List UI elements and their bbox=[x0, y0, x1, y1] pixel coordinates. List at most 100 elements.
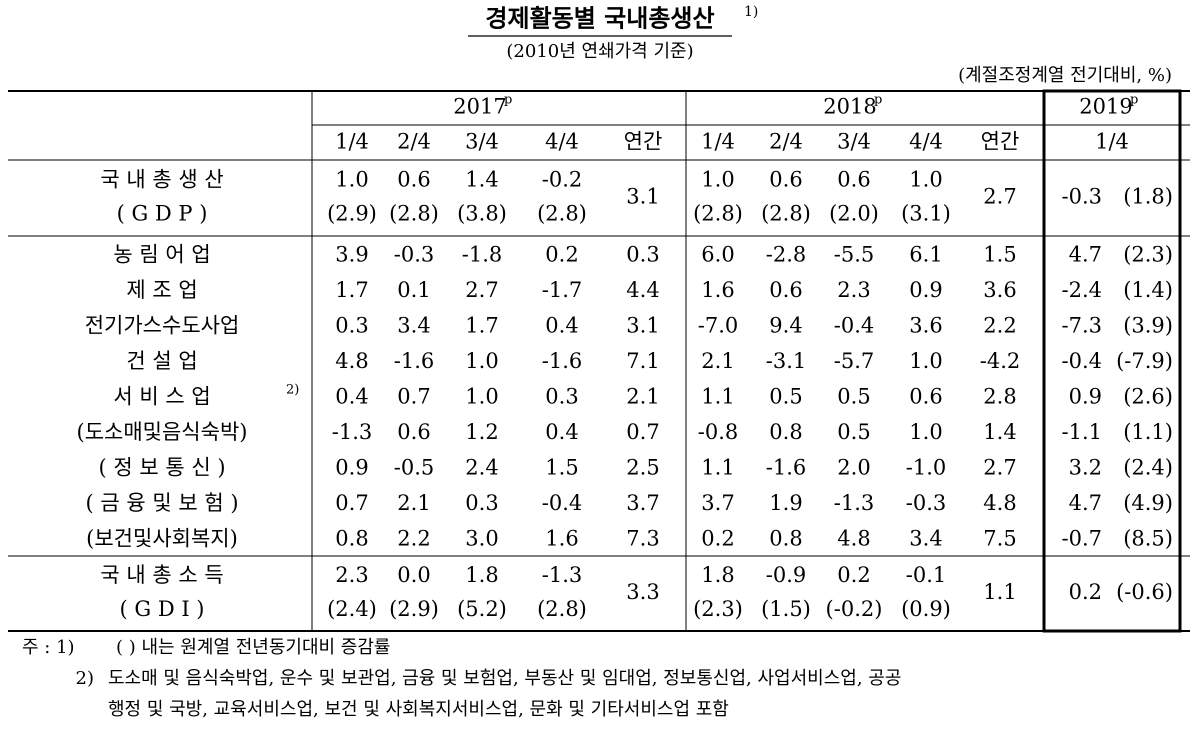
cell-yoy: (4.9) bbox=[1123, 491, 1173, 515]
cell-yoy: (2.8) bbox=[389, 202, 439, 226]
row-label: ( G D P ) bbox=[117, 202, 208, 226]
cell-value: -5.5 bbox=[834, 242, 875, 266]
title-note: 1) bbox=[744, 4, 758, 20]
cell-yoy: (1.8) bbox=[1123, 185, 1173, 209]
cell-value: 1.1 bbox=[701, 384, 734, 408]
row-label: (도소매및음식숙박) bbox=[77, 420, 248, 444]
row-label: 제 조 업 bbox=[126, 278, 197, 302]
cell-yoy: (2.4) bbox=[327, 597, 377, 621]
cell-value: -0.9 bbox=[766, 563, 807, 587]
cell-value: 6.0 bbox=[701, 242, 734, 266]
row-label: ( 정 보 통 신 ) bbox=[98, 455, 225, 479]
cell-value: 3.2 bbox=[1069, 455, 1102, 479]
cell-value: 0.7 bbox=[626, 420, 659, 444]
cell-value: 0.3 bbox=[335, 313, 368, 337]
cell-value: 2.3 bbox=[335, 563, 368, 587]
cell-value: -1.7 bbox=[542, 278, 583, 302]
cell-value: 1.0 bbox=[335, 168, 368, 192]
cell-value: 0.2 bbox=[545, 242, 578, 266]
cell-value: 4.8 bbox=[335, 349, 368, 373]
period-header: 1/4 bbox=[335, 130, 369, 154]
year-mark: p bbox=[504, 93, 512, 108]
cell-yoy: (-7.9) bbox=[1116, 349, 1173, 373]
cell-value: 2.1 bbox=[701, 349, 734, 373]
cell-value: 0.9 bbox=[909, 278, 942, 302]
period-header: 1/4 bbox=[701, 130, 735, 154]
cell-value: -0.3 bbox=[906, 491, 947, 515]
cell-value: 1.0 bbox=[909, 349, 942, 373]
cell-value: 2.5 bbox=[626, 455, 659, 479]
cell-value: 1.6 bbox=[701, 278, 734, 302]
note-label: 주 : 1) bbox=[22, 637, 75, 658]
cell-value: 1.4 bbox=[465, 168, 498, 192]
period-header: 1/4 bbox=[1095, 130, 1129, 154]
cell-value: 0.8 bbox=[769, 526, 802, 550]
cell-value: 3.0 bbox=[465, 526, 498, 550]
cell-yoy: (-0.2) bbox=[826, 597, 883, 621]
cell-value: 0.9 bbox=[335, 455, 368, 479]
cell-value: 2.7 bbox=[983, 455, 1016, 479]
row-label: ( 금 융 및 보 험 ) bbox=[85, 491, 238, 515]
row-label: 건 설 업 bbox=[126, 349, 197, 373]
cell-yoy: (2.4) bbox=[1123, 455, 1173, 479]
cell-value: 1.6 bbox=[545, 526, 578, 550]
cell-value: 3.6 bbox=[983, 278, 1016, 302]
row-label: 농 림 어 업 bbox=[113, 242, 210, 266]
cell-value: 0.6 bbox=[837, 168, 870, 192]
period-header: 4/4 bbox=[909, 130, 943, 154]
cell-value: -0.8 bbox=[698, 420, 739, 444]
cell-value: 3.6 bbox=[909, 313, 942, 337]
highlight-box bbox=[1042, 89, 1182, 633]
period-header: 4/4 bbox=[545, 130, 579, 154]
cell-value: 3.1 bbox=[626, 185, 659, 209]
cell-value: -2.4 bbox=[1062, 278, 1103, 302]
cell-value: -1.6 bbox=[394, 349, 435, 373]
cell-value: -1.6 bbox=[766, 455, 807, 479]
cell-value: 0.5 bbox=[769, 384, 802, 408]
cell-value: -0.4 bbox=[542, 491, 583, 515]
cell-yoy: (-0.6) bbox=[1116, 580, 1173, 604]
cell-value: 0.6 bbox=[769, 168, 802, 192]
cell-value: 1.7 bbox=[335, 278, 368, 302]
cell-value: 1.0 bbox=[909, 168, 942, 192]
cell-value: -4.2 bbox=[980, 349, 1021, 373]
cell-value: 2.1 bbox=[397, 491, 430, 515]
year-mark: p bbox=[874, 93, 882, 108]
cell-value: 2.2 bbox=[983, 313, 1016, 337]
cell-yoy: (2.3) bbox=[693, 597, 743, 621]
cell-value: 0.7 bbox=[397, 384, 430, 408]
cell-value: 7.5 bbox=[983, 526, 1016, 550]
cell-yoy: (2.8) bbox=[537, 597, 587, 621]
subtitle: (2010년 연쇄가격 기준) bbox=[506, 41, 693, 62]
cell-value: 2.1 bbox=[626, 384, 659, 408]
cell-yoy: (3.8) bbox=[457, 202, 507, 226]
period-header: 연간 bbox=[624, 130, 663, 154]
cell-value: 1.5 bbox=[545, 455, 578, 479]
cell-value: 3.1 bbox=[626, 313, 659, 337]
year-header: 2018 bbox=[823, 95, 876, 119]
cell-value: 2.3 bbox=[837, 278, 870, 302]
cell-value: 1.8 bbox=[465, 563, 498, 587]
cell-value: 0.7 bbox=[335, 491, 368, 515]
cell-value: -0.2 bbox=[542, 168, 583, 192]
cell-value: 2.7 bbox=[983, 185, 1016, 209]
cell-value: 3.9 bbox=[335, 242, 368, 266]
cell-value: 1.9 bbox=[769, 491, 802, 515]
cell-value: 0.5 bbox=[837, 420, 870, 444]
cell-value: 1.1 bbox=[701, 455, 734, 479]
cell-value: 1.7 bbox=[465, 313, 498, 337]
cell-value: 7.1 bbox=[626, 349, 659, 373]
cell-value: -7.3 bbox=[1062, 313, 1103, 337]
cell-value: -1.3 bbox=[542, 563, 583, 587]
cell-value: -1.3 bbox=[332, 420, 373, 444]
cell-value: -0.5 bbox=[394, 455, 435, 479]
cell-yoy: (2.8) bbox=[693, 202, 743, 226]
cell-value: -1.0 bbox=[906, 455, 947, 479]
cell-value: 0.8 bbox=[335, 526, 368, 550]
cell-value: 4.7 bbox=[1069, 491, 1102, 515]
cell-value: 0.6 bbox=[397, 420, 430, 444]
cell-yoy: (8.5) bbox=[1123, 526, 1173, 550]
cell-value: 4.4 bbox=[626, 278, 659, 302]
cell-value: -1.3 bbox=[834, 491, 875, 515]
cell-value: 1.2 bbox=[465, 420, 498, 444]
